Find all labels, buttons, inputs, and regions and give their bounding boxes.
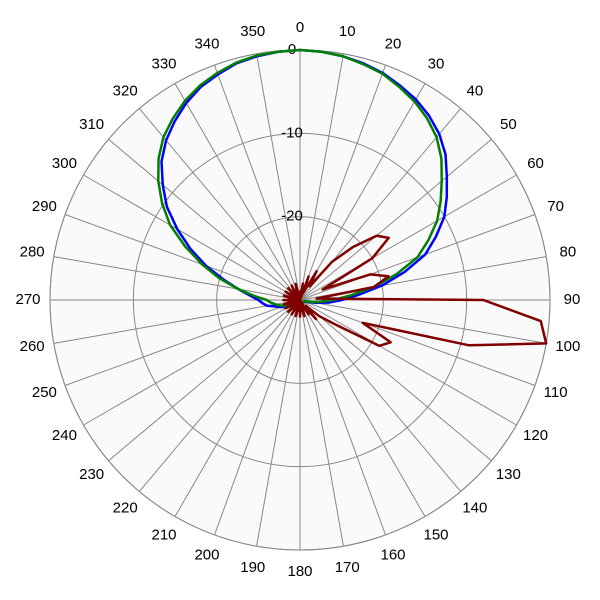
spoke [53, 256, 301, 301]
spoke [214, 64, 301, 301]
angle-tick-label: 40 [466, 83, 483, 100]
angle-tick-label: 150 [423, 527, 448, 544]
spoke [299, 299, 547, 344]
spoke [64, 299, 301, 386]
angle-tick-label: 290 [32, 198, 57, 215]
angle-tick-label: 220 [113, 499, 138, 516]
spoke [299, 83, 426, 301]
spoke [256, 299, 301, 547]
spoke [53, 299, 301, 344]
angle-tick-label: 310 [79, 116, 104, 133]
radial-tick-label: -20 [281, 208, 303, 225]
spoke [108, 138, 301, 301]
angle-tick-label: 30 [428, 55, 445, 72]
angle-tick-label: 130 [496, 466, 521, 483]
angle-tick-label: 350 [240, 23, 265, 40]
angle-tick-label: 300 [52, 155, 77, 172]
spoke [299, 299, 344, 547]
angle-tick-label: 250 [32, 384, 57, 401]
angle-tick-label: 320 [113, 83, 138, 100]
angle-tick-label: 170 [335, 559, 360, 576]
angle-tick-label: 50 [500, 116, 517, 133]
angle-tick-label: 20 [385, 35, 402, 52]
spoke [174, 299, 301, 517]
angle-tick-label: 120 [523, 427, 548, 444]
radial-tick-label: -10 [281, 124, 303, 141]
angle-tick-label: 200 [194, 547, 219, 564]
spoke [299, 138, 492, 301]
angle-tick-label: 230 [79, 466, 104, 483]
spoke [299, 53, 344, 301]
angle-tick-label: 140 [462, 499, 487, 516]
angle-tick-label: 110 [544, 384, 568, 401]
spoke [299, 64, 386, 301]
spoke [299, 299, 386, 536]
spoke [299, 299, 462, 492]
spoke [83, 299, 301, 426]
angle-tick-label: 60 [527, 155, 544, 172]
angle-tick-label: 270 [15, 291, 40, 308]
spoke [299, 299, 426, 517]
angle-tick-label: 90 [564, 291, 581, 308]
angle-tick-label: 240 [52, 427, 77, 444]
angle-tick-label: 210 [151, 527, 176, 544]
spoke [138, 299, 301, 492]
angle-tick-label: 180 [287, 563, 312, 580]
spoke [214, 299, 301, 536]
spoke [108, 299, 301, 462]
angle-tick-label: 340 [194, 35, 219, 52]
angle-tick-label: 0 [296, 19, 304, 36]
angle-tick-label: 260 [20, 338, 45, 355]
angle-tick-label: 160 [381, 547, 406, 564]
spoke [299, 174, 517, 301]
angle-tick-label: 330 [151, 55, 176, 72]
spoke [299, 299, 517, 426]
spoke [64, 214, 301, 301]
angle-tick-label: 190 [240, 559, 265, 576]
spoke [256, 53, 301, 301]
spoke [299, 299, 492, 462]
angle-tick-label: 280 [20, 244, 45, 261]
angle-tick-label: 10 [339, 23, 356, 40]
spoke [174, 83, 301, 301]
angle-tick-label: 70 [547, 198, 564, 215]
spoke [83, 174, 301, 301]
spoke [299, 299, 536, 386]
angle-tick-label: 80 [560, 244, 577, 261]
angle-tick-label: 100 [555, 338, 580, 355]
series-line [282, 234, 548, 348]
